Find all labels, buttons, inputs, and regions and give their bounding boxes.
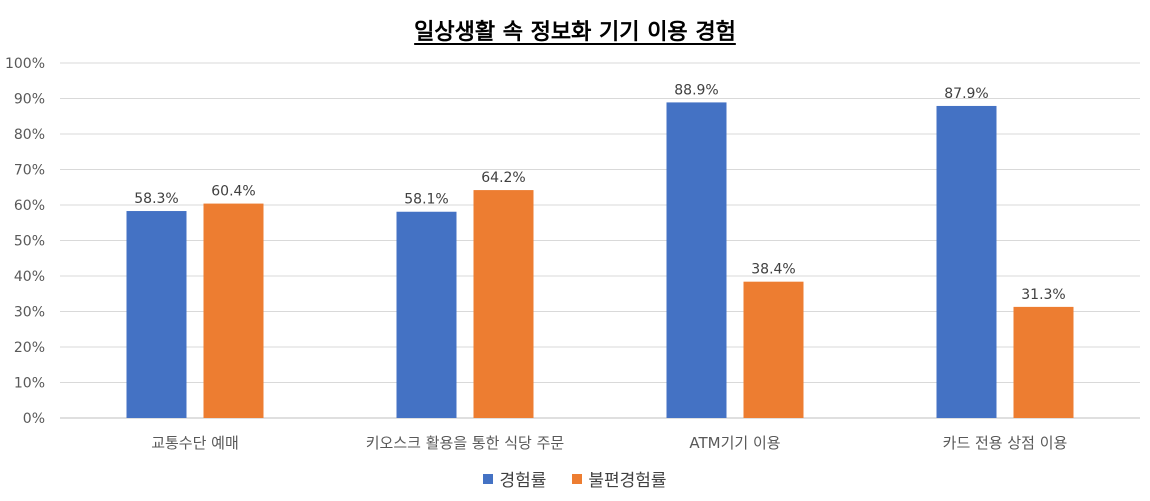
- y-tick-label: 80%: [14, 127, 45, 143]
- data-label: 38.4%: [751, 262, 795, 278]
- legend-label-inconvenience: 불편경험률: [588, 471, 667, 491]
- y-tick-label: 30%: [14, 305, 45, 321]
- chart-legend: 경험률 불편경험률: [0, 466, 1150, 491]
- data-label: 64.2%: [481, 170, 525, 186]
- bar-inconvenience: [1013, 306, 1074, 418]
- y-tick-label: 90%: [14, 92, 45, 108]
- data-label: 58.1%: [404, 192, 448, 208]
- bar-inconvenience: [203, 203, 264, 418]
- data-label: 60.4%: [211, 184, 255, 200]
- bar-experience: [126, 211, 187, 418]
- y-tick-label: 20%: [14, 340, 45, 356]
- y-tick-label: 100%: [5, 56, 45, 72]
- legend-item-inconvenience: 불편경험률: [572, 466, 667, 491]
- x-tick-label: 교통수단 예매: [151, 434, 239, 452]
- bar-inconvenience: [743, 281, 804, 418]
- x-tick-label: 키오스크 활용을 통한 식당 주문: [366, 434, 565, 452]
- legend-label-experience: 경험률: [499, 471, 547, 491]
- y-tick-label: 60%: [14, 198, 45, 214]
- bar-experience: [936, 105, 997, 418]
- legend-item-experience: 경험률: [483, 466, 546, 491]
- data-label: 58.3%: [134, 191, 178, 207]
- bar-experience: [396, 211, 457, 418]
- y-tick-label: 70%: [14, 163, 45, 179]
- bar-inconvenience: [473, 190, 534, 418]
- legend-swatch-inconvenience: [572, 473, 583, 484]
- y-tick-label: 0%: [23, 411, 45, 427]
- y-tick-label: 50%: [14, 234, 45, 250]
- bar-experience: [666, 102, 727, 418]
- data-label: 87.9%: [944, 86, 988, 102]
- x-tick-label: ATM기기 이용: [689, 434, 780, 452]
- y-tick-label: 40%: [14, 269, 45, 285]
- data-label: 31.3%: [1021, 287, 1065, 303]
- data-label: 88.9%: [674, 82, 718, 98]
- legend-swatch-experience: [483, 473, 494, 484]
- chart-title: 일상생활 속 정보화 기기 이용 경험: [414, 20, 736, 45]
- y-tick-label: 10%: [14, 376, 45, 392]
- x-tick-label: 카드 전용 상점 이용: [943, 434, 1068, 452]
